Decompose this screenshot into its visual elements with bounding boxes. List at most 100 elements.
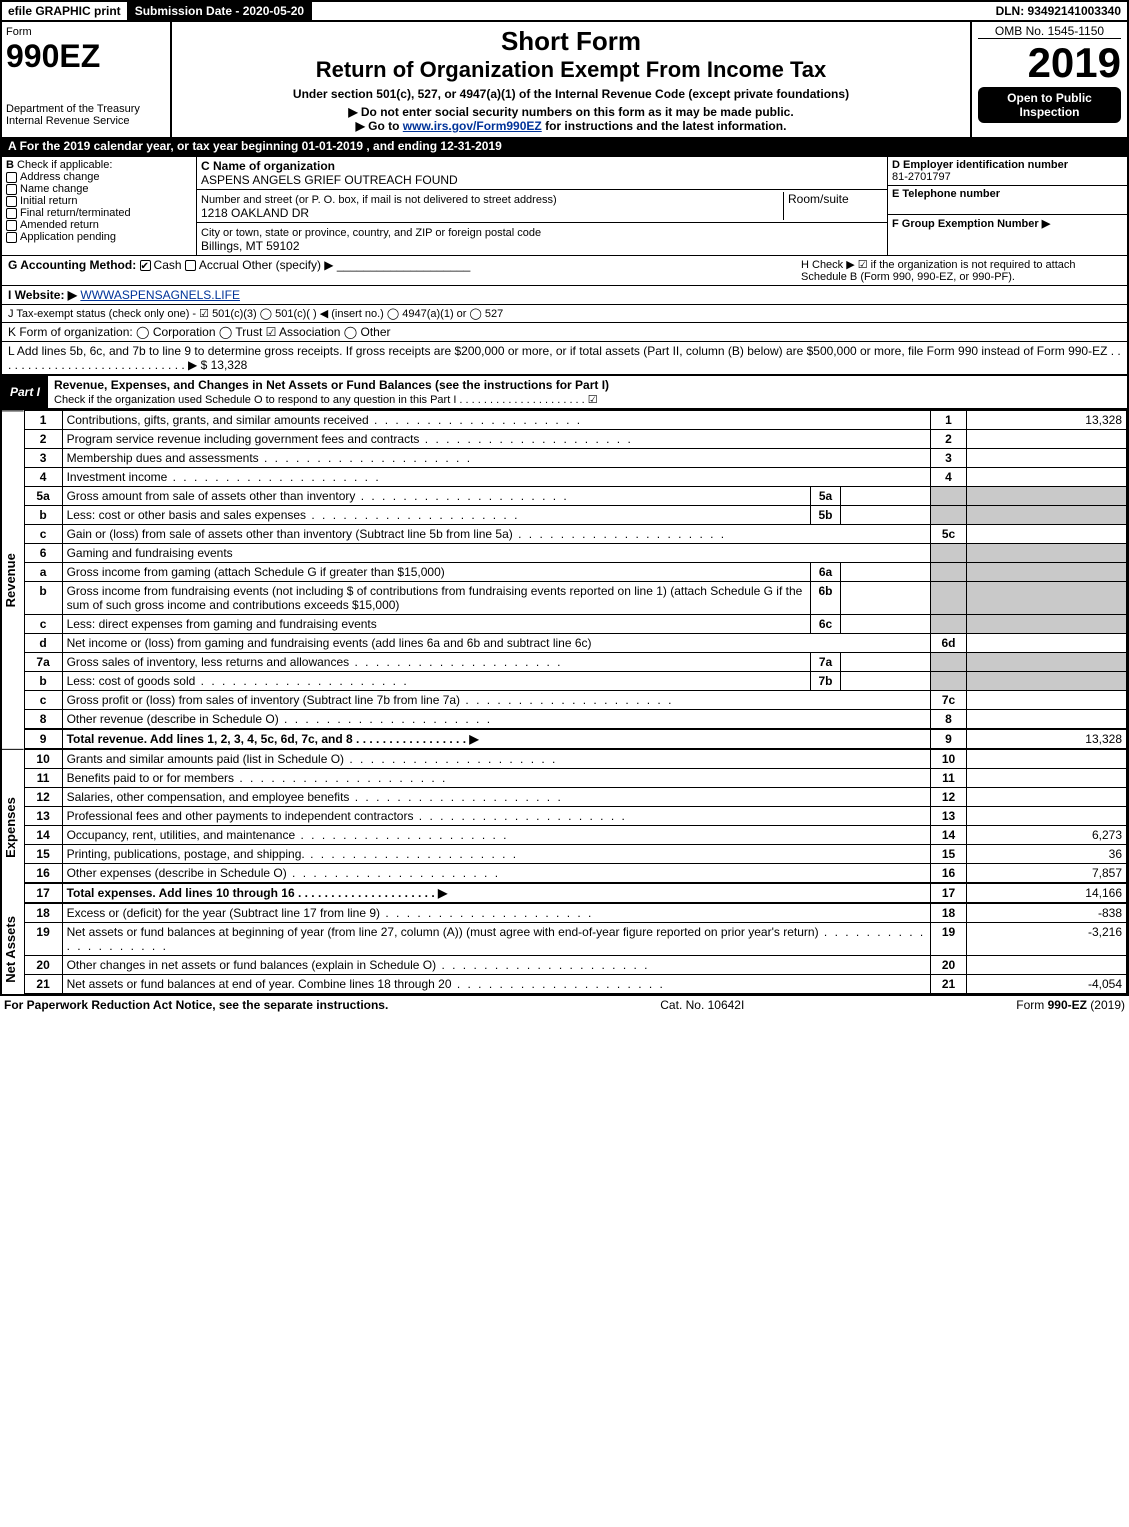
line-3: 3Membership dues and assessments3 (24, 449, 1126, 468)
goto-post: for instructions and the latest informat… (542, 119, 787, 133)
chk-initial-return[interactable] (6, 196, 17, 207)
line-9: 9Total revenue. Add lines 1, 2, 3, 4, 5c… (24, 729, 1126, 749)
l5c-text: Gain or (loss) from sale of assets other… (67, 527, 727, 541)
box-f-label: F Group Exemption Number ▶ (892, 218, 1050, 230)
label-revenue: Revenue (2, 410, 24, 749)
line-2: 2Program service revenue including gover… (24, 430, 1126, 449)
chk-pending[interactable] (6, 232, 17, 243)
chk-cash[interactable] (140, 260, 151, 271)
part-i-title: Revenue, Expenses, and Changes in Net As… (54, 378, 609, 392)
city-label: City or town, state or province, country… (201, 227, 541, 239)
main-title: Return of Organization Exempt From Incom… (176, 57, 966, 83)
box-e-label: E Telephone number (892, 188, 1000, 200)
line-19: 19Net assets or fund balances at beginni… (24, 923, 1126, 956)
row-j: J Tax-exempt status (check only one) - ☑… (0, 305, 1129, 323)
chk-accrual[interactable] (185, 260, 196, 271)
l2-text: Program service revenue including govern… (67, 432, 633, 446)
l18-text: Excess or (deficit) for the year (Subtra… (67, 906, 594, 920)
submission-date: Submission Date - 2020-05-20 (129, 2, 312, 20)
part-i-header: Part I Revenue, Expenses, and Changes in… (0, 376, 1129, 410)
period-text: For the 2019 calendar year, or tax year … (20, 139, 502, 153)
line-5a: 5aGross amount from sale of assets other… (24, 487, 1126, 506)
opt-accrual: Accrual (199, 258, 239, 272)
opt-pending: Application pending (20, 231, 116, 243)
l11-text: Benefits paid to or for members (67, 771, 448, 785)
tax-year: 2019 (978, 39, 1121, 87)
page-footer: For Paperwork Reduction Act Notice, see … (0, 996, 1129, 1014)
l3-text: Membership dues and assessments (67, 451, 472, 465)
opt-other: Other (specify) ▶ (242, 258, 333, 272)
website-label: I Website: ▶ (8, 288, 77, 302)
ssn-warning: ▶ Do not enter social security numbers o… (176, 105, 966, 119)
l10-text: Grants and similar amounts paid (list in… (67, 752, 558, 766)
l5b-text: Less: cost or other basis and sales expe… (67, 508, 520, 522)
label-expenses: Expenses (2, 749, 24, 905)
line-6a: aGross income from gaming (attach Schedu… (24, 563, 1126, 582)
opt-name-change: Name change (20, 183, 89, 195)
line-6b: bGross income from fundraising events (n… (24, 582, 1126, 615)
omb-number: OMB No. 1545-1150 (978, 24, 1121, 39)
dln: DLN: 93492141003340 (990, 2, 1127, 20)
l20-text: Other changes in net assets or fund bala… (67, 958, 650, 972)
street-label: Number and street (or P. O. box, if mail… (201, 194, 557, 206)
line-21: 21Net assets or fund balances at end of … (24, 975, 1126, 994)
row-g-h: G Accounting Method: Cash Accrual Other … (0, 256, 1129, 286)
l15-text: Printing, publications, postage, and shi… (67, 847, 519, 861)
website-link[interactable]: WWWASPENSAGNELS.LIFE (80, 288, 240, 302)
form-header: Form 990EZ Department of the Treasury In… (0, 22, 1129, 137)
street-value: 1218 OAKLAND DR (201, 206, 309, 220)
box-b: B Check if applicable: Address change Na… (2, 157, 197, 255)
open-inspection: Open to Public Inspection (978, 87, 1121, 123)
opt-address-change: Address change (20, 171, 100, 183)
line-7c: cGross profit or (loss) from sales of in… (24, 691, 1126, 710)
form-word: Form (6, 26, 166, 38)
l17-text: Total expenses. Add lines 10 through 16 … (67, 886, 448, 900)
line-17: 17Total expenses. Add lines 10 through 1… (24, 883, 1126, 903)
goto-link[interactable]: www.irs.gov/Form990EZ (403, 119, 542, 133)
opt-cash: Cash (154, 258, 182, 272)
line-h: H Check ▶ ☑ if the organization is not r… (801, 258, 1121, 283)
row-l: L Add lines 5b, 6c, and 7b to line 9 to … (0, 342, 1129, 376)
dept-treasury: Department of the Treasury (6, 103, 166, 115)
l4-text: Investment income (67, 470, 381, 484)
line-7b: bLess: cost of goods sold7b (24, 672, 1126, 691)
period-line: A For the 2019 calendar year, or tax yea… (0, 137, 1129, 157)
part-i-label: Part I (2, 383, 48, 401)
line-1: 1Contributions, gifts, grants, and simil… (24, 411, 1126, 430)
line-6: 6Gaming and fundraising events (24, 544, 1126, 563)
l21-text: Net assets or fund balances at end of ye… (67, 977, 665, 991)
row-k: K Form of organization: ◯ Corporation ◯ … (0, 323, 1129, 342)
l13-text: Professional fees and other payments to … (67, 809, 627, 823)
goto-line: ▶ Go to www.irs.gov/Form990EZ for instru… (176, 119, 966, 133)
goto-pre: ▶ Go to (356, 119, 403, 133)
opt-amended: Amended return (20, 219, 99, 231)
footer-left: For Paperwork Reduction Act Notice, see … (4, 998, 388, 1012)
footer-right: Form 990-EZ (2019) (1016, 998, 1125, 1012)
city-value: Billings, MT 59102 (201, 239, 300, 253)
chk-address-change[interactable] (6, 172, 17, 183)
line-14: 14Occupancy, rent, utilities, and mainte… (24, 826, 1126, 845)
room-suite: Room/suite (783, 192, 883, 220)
l19-text: Net assets or fund balances at beginning… (67, 925, 926, 953)
ein: 81-2701797 (892, 171, 951, 183)
short-form-title: Short Form (176, 26, 966, 57)
line-6d: dNet income or (loss) from gaming and fu… (24, 634, 1126, 653)
line-4: 4Investment income4 (24, 468, 1126, 487)
footer-mid: Cat. No. 10642I (660, 998, 744, 1012)
chk-amended[interactable] (6, 220, 17, 231)
chk-final-return[interactable] (6, 208, 17, 219)
l12-text: Salaries, other compensation, and employ… (67, 790, 563, 804)
org-name: ASPENS ANGELS GRIEF OUTREACH FOUND (201, 173, 458, 187)
efile-print[interactable]: efile GRAPHIC print (2, 2, 129, 20)
chk-name-change[interactable] (6, 184, 17, 195)
l1-text: Contributions, gifts, grants, and simila… (67, 413, 583, 427)
line-18: 18Excess or (deficit) for the year (Subt… (24, 903, 1126, 923)
line-11: 11Benefits paid to or for members11 (24, 769, 1126, 788)
l7a-text: Gross sales of inventory, less returns a… (67, 655, 563, 669)
line-7a: 7aGross sales of inventory, less returns… (24, 653, 1126, 672)
l6d-text: Net income or (loss) from gaming and fun… (62, 634, 930, 653)
l7b-text: Less: cost of goods sold (67, 674, 409, 688)
box-b-heading: Check if applicable: (17, 159, 112, 171)
lines-table: 1Contributions, gifts, grants, and simil… (24, 410, 1127, 994)
l8-text: Other revenue (describe in Schedule O) (67, 712, 492, 726)
